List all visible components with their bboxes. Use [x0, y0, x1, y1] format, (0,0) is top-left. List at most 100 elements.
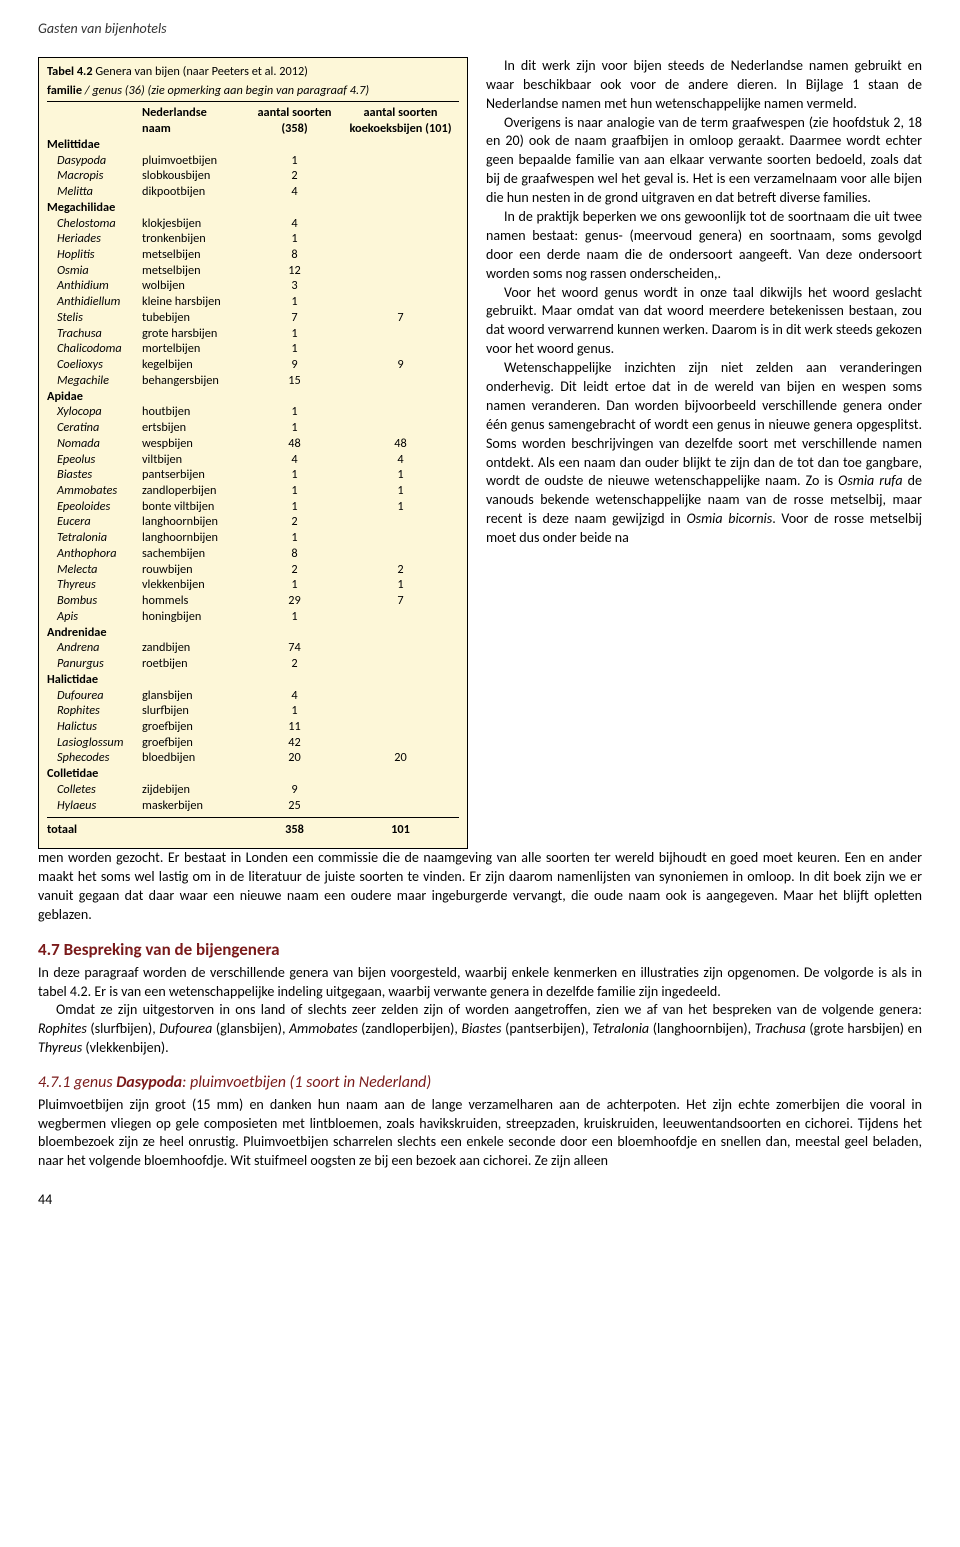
genus-count: 1 — [247, 609, 342, 625]
family-row: Andrenidae — [47, 625, 459, 641]
table-total-row: totaal 358 101 — [47, 817, 459, 838]
genus-row: Megachilebehangersbijen15 — [47, 373, 459, 389]
genus-count: 1 — [247, 341, 342, 357]
running-header: Gasten van bijenhotels — [38, 20, 922, 39]
genus-cuckoo: 1 — [342, 483, 459, 499]
genus-nl: maskerbijen — [142, 798, 247, 814]
col-cuckoo-1: aantal soorten — [363, 105, 437, 120]
genus-nl: behangersbijen — [142, 373, 247, 389]
g-rophites: Rophites — [38, 1020, 87, 1037]
genus-name: Rophites — [47, 703, 142, 719]
sec47-p2: Omdat ze zijn uitgestorven in ons land o… — [38, 1001, 922, 1058]
genus-name: Megachile — [47, 373, 142, 389]
genus-nl: wespbijen — [142, 436, 247, 452]
genus-row: Heriadestronkenbijen1 — [47, 231, 459, 247]
genus-cuckoo — [342, 546, 459, 562]
genus-row: Hylaeusmaskerbijen25 — [47, 798, 459, 814]
genus-count: 74 — [247, 640, 342, 656]
genus-count: 4 — [247, 216, 342, 232]
genus-cuckoo — [342, 609, 459, 625]
para-continuation: men worden gezocht. Er bestaat in Londen… — [38, 849, 922, 925]
genus-row: Hoplitismetselbijen8 — [47, 247, 459, 263]
genus-cuckoo — [342, 719, 459, 735]
genus-count: 8 — [247, 546, 342, 562]
genus-cuckoo — [342, 703, 459, 719]
genus-row: Thyreusvlekkenbijen11 — [47, 577, 459, 593]
genus-count: 15 — [247, 373, 342, 389]
genus-name: Chalicodoma — [47, 341, 142, 357]
genus-cuckoo — [342, 420, 459, 436]
genus-cuckoo — [342, 294, 459, 310]
genus-nl: dikpootbijen — [142, 184, 247, 200]
genus-name: Colletes — [47, 782, 142, 798]
g-trachusa: Trachusa — [755, 1020, 806, 1037]
genus-count: 1 — [247, 420, 342, 436]
genus-count: 7 — [247, 310, 342, 326]
para-intro: In dit werk zijn voor bijen steeds de Ne… — [486, 57, 922, 114]
family-row: Halictidae — [47, 672, 459, 688]
genus-cuckoo: 1 — [342, 577, 459, 593]
genus-name: Anthidiellum — [47, 294, 142, 310]
section-4-7-1-heading: 4.7.1 genus Dasypoda: pluimvoetbijen (1 … — [38, 1072, 922, 1094]
genus-row: Lasioglossumgroefbijen42 — [47, 735, 459, 751]
genus-count: 48 — [247, 436, 342, 452]
genus-nl: zandloperbijen — [142, 483, 247, 499]
genus-nl: tubebijen — [142, 310, 247, 326]
genus-row: Tetralonialanghoornbijen1 — [47, 530, 459, 546]
genus-name: Anthidium — [47, 278, 142, 294]
genus-nl: klokjesbijen — [142, 216, 247, 232]
genus-row: Coelioxyskegelbijen99 — [47, 357, 459, 373]
genus-count: 3 — [247, 278, 342, 294]
genus-cuckoo — [342, 216, 459, 232]
genus-row: Macropisslobkousbijen2 — [47, 168, 459, 184]
g-ammobates: Ammobates — [289, 1020, 358, 1037]
genus-cuckoo — [342, 530, 459, 546]
genus-row: Halictusgroefbijen11 — [47, 719, 459, 735]
table-header-row: Nederlandsenaam aantal soorten(358) aant… — [47, 105, 459, 136]
genus-cuckoo: 20 — [342, 750, 459, 766]
col-count-2: (358) — [281, 121, 307, 136]
table-subtitle-italic: / genus (36) (zie opmerking aan begin va… — [82, 83, 369, 98]
genus-name: Ceratina — [47, 420, 142, 436]
genus-nl: zandbijen — [142, 640, 247, 656]
genus-cuckoo: 2 — [342, 562, 459, 578]
para-naamwijziging: Wetenschappelijke inzichten zijn niet ze… — [486, 359, 922, 548]
t6: (grote harsbijen) en — [806, 1020, 922, 1037]
sec47-p1: In deze paragraaf worden de verschillend… — [38, 964, 922, 1002]
col-cuckoo-2: koekoeksbijen (101) — [349, 121, 451, 136]
genus-name: Osmia — [47, 263, 142, 279]
para-genus-text: Voor het woord genus wordt in onze taal … — [486, 284, 922, 358]
genus-count: 11 — [247, 719, 342, 735]
genus-cuckoo — [342, 153, 459, 169]
genus-name: Apis — [47, 609, 142, 625]
genus-row: Apishoningbijen1 — [47, 609, 459, 625]
genus-cuckoo — [342, 373, 459, 389]
genus-name: Heriades — [47, 231, 142, 247]
genus-row: Xylocopahoutbijen1 — [47, 404, 459, 420]
t1: (slurfbijen), — [87, 1020, 160, 1037]
para-graafbijen-text: Overigens is naar analogie van de term g… — [486, 114, 922, 207]
genus-cuckoo — [342, 735, 459, 751]
genus-count: 25 — [247, 798, 342, 814]
genus-cuckoo — [342, 231, 459, 247]
para-genus: Voor het woord genus wordt in onze taal … — [486, 284, 922, 360]
genus-nl: groefbijen — [142, 735, 247, 751]
genus-name: Stelis — [47, 310, 142, 326]
genus-count: 1 — [247, 231, 342, 247]
genus-name: Nomada — [47, 436, 142, 452]
genus-cuckoo — [342, 263, 459, 279]
genus-name: Anthophora — [47, 546, 142, 562]
genus-row: Epeoloidesbonte viltbijen11 — [47, 499, 459, 515]
genus-nl: tronkenbijen — [142, 231, 247, 247]
table-body: MelittidaeDasypodapluimvoetbijen1Macropi… — [47, 137, 459, 814]
genus-name: Andrena — [47, 640, 142, 656]
genus-count: 1 — [247, 153, 342, 169]
genus-name: Tetralonia — [47, 530, 142, 546]
genus-cuckoo: 4 — [342, 452, 459, 468]
genus-count: 1 — [247, 483, 342, 499]
genus-name: Chelostoma — [47, 216, 142, 232]
genus-row: Trachusagrote harsbijen1 — [47, 326, 459, 342]
genus-nl: glansbijen — [142, 688, 247, 704]
total-n: 358 — [247, 822, 342, 838]
family-row: Apidae — [47, 389, 459, 405]
